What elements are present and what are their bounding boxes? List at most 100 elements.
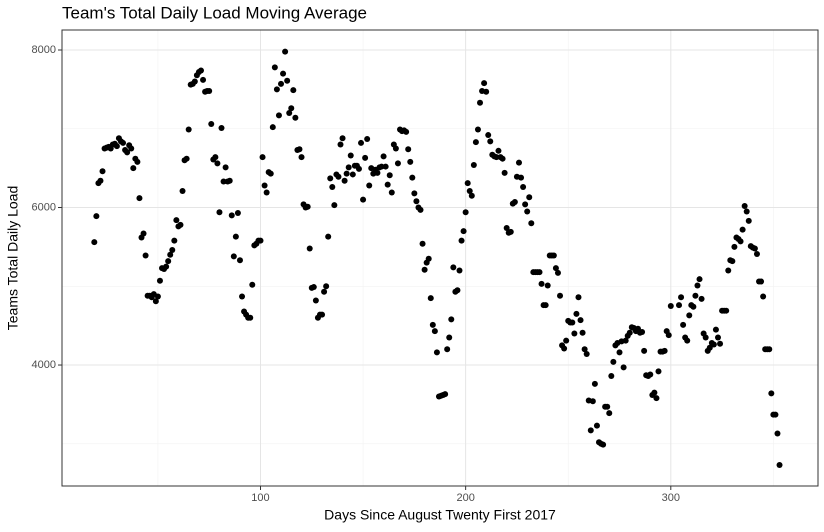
point bbox=[93, 213, 100, 220]
point bbox=[610, 358, 617, 365]
x-tick-label: 200 bbox=[456, 492, 474, 504]
point bbox=[665, 332, 672, 339]
point bbox=[374, 169, 381, 176]
point bbox=[641, 347, 648, 354]
point bbox=[419, 240, 426, 247]
point bbox=[113, 143, 120, 150]
point bbox=[698, 295, 705, 302]
point bbox=[511, 199, 518, 206]
point bbox=[226, 177, 233, 184]
point bbox=[405, 146, 412, 153]
point bbox=[142, 252, 149, 259]
point bbox=[267, 170, 274, 177]
point bbox=[526, 194, 533, 201]
point bbox=[554, 269, 561, 276]
point bbox=[676, 302, 683, 309]
point bbox=[312, 297, 319, 304]
point bbox=[296, 146, 303, 153]
point bbox=[702, 334, 709, 341]
point bbox=[403, 128, 410, 135]
point bbox=[286, 110, 293, 117]
point bbox=[222, 164, 229, 171]
point bbox=[220, 178, 227, 185]
point bbox=[653, 395, 660, 402]
point bbox=[409, 174, 416, 181]
point bbox=[485, 132, 492, 139]
point bbox=[518, 174, 525, 181]
plot-border bbox=[61, 29, 819, 487]
point bbox=[271, 64, 278, 71]
point bbox=[774, 430, 781, 437]
point bbox=[542, 302, 549, 309]
point bbox=[579, 329, 586, 336]
point bbox=[130, 165, 137, 172]
point bbox=[212, 154, 219, 161]
point bbox=[329, 184, 336, 191]
point bbox=[538, 280, 545, 287]
point bbox=[335, 173, 342, 180]
point bbox=[218, 124, 225, 131]
point bbox=[319, 311, 326, 318]
point bbox=[384, 181, 391, 188]
point bbox=[573, 310, 580, 317]
point bbox=[413, 198, 420, 205]
point bbox=[753, 250, 760, 257]
point bbox=[392, 145, 399, 152]
point bbox=[421, 266, 428, 273]
point bbox=[388, 189, 395, 196]
point bbox=[364, 135, 371, 142]
point bbox=[378, 163, 385, 170]
point bbox=[608, 373, 615, 380]
point bbox=[259, 154, 266, 161]
point bbox=[577, 317, 584, 324]
point bbox=[191, 78, 198, 85]
point bbox=[499, 155, 506, 162]
point bbox=[593, 422, 600, 429]
point bbox=[477, 99, 484, 106]
point bbox=[583, 351, 590, 358]
point bbox=[247, 314, 254, 321]
point bbox=[655, 368, 662, 375]
point bbox=[282, 48, 289, 55]
point bbox=[91, 239, 98, 246]
chart-title: Team's Total Daily Load Moving Average bbox=[62, 3, 367, 22]
point bbox=[729, 258, 736, 265]
point bbox=[501, 169, 508, 176]
point bbox=[626, 329, 633, 336]
point bbox=[706, 344, 713, 351]
point bbox=[686, 312, 693, 319]
point bbox=[140, 230, 147, 237]
x-tick-label: 100 bbox=[251, 492, 269, 504]
point bbox=[639, 328, 646, 335]
point bbox=[741, 202, 748, 209]
point bbox=[269, 124, 276, 131]
point bbox=[552, 265, 559, 272]
point bbox=[587, 427, 594, 434]
point bbox=[120, 139, 127, 146]
point bbox=[273, 86, 280, 93]
point bbox=[362, 154, 369, 161]
point bbox=[407, 158, 414, 165]
point bbox=[386, 172, 393, 179]
y-tick-label: 8000 bbox=[32, 44, 56, 56]
point bbox=[152, 298, 159, 305]
point bbox=[173, 217, 180, 224]
point bbox=[690, 303, 697, 310]
point bbox=[481, 80, 488, 87]
point bbox=[304, 203, 311, 210]
point bbox=[680, 321, 687, 328]
point bbox=[468, 192, 475, 199]
point bbox=[382, 163, 389, 170]
point bbox=[323, 283, 330, 290]
point bbox=[522, 201, 529, 208]
point bbox=[278, 80, 285, 87]
point bbox=[214, 160, 221, 167]
y-tick-label: 4000 bbox=[32, 359, 56, 371]
point bbox=[712, 326, 719, 333]
point bbox=[232, 233, 239, 240]
point bbox=[97, 177, 104, 184]
point bbox=[380, 153, 387, 160]
point bbox=[446, 334, 453, 341]
point bbox=[325, 233, 332, 240]
point bbox=[723, 307, 730, 314]
